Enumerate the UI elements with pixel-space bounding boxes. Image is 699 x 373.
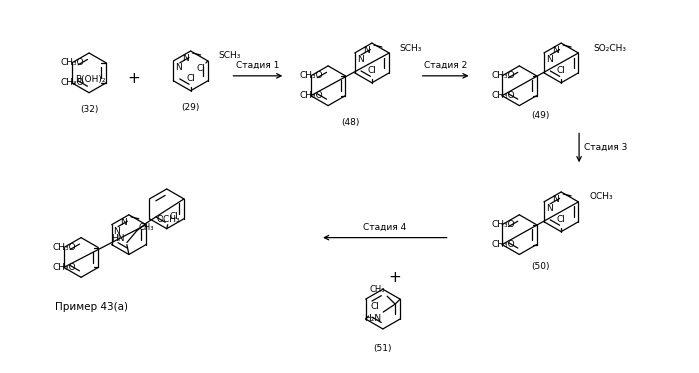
Text: Стадия 2: Стадия 2 [424,61,467,70]
Text: Пример 43(а): Пример 43(а) [55,302,127,312]
Text: CH₃O: CH₃O [491,91,514,100]
Text: B(OH)₂: B(OH)₂ [75,75,106,84]
Text: Cl: Cl [170,212,178,221]
Text: N: N [546,55,553,64]
Text: N: N [182,54,189,63]
Text: (49): (49) [531,110,549,120]
Text: +: + [389,270,401,285]
Text: CH₃O: CH₃O [53,243,76,252]
Text: CH₃: CH₃ [139,223,154,232]
Text: Cl: Cl [556,66,565,75]
Text: OCH₃: OCH₃ [157,215,180,224]
Text: Cl: Cl [556,215,565,224]
Text: Cl: Cl [196,64,205,73]
Text: CH₃O: CH₃O [61,59,85,68]
Text: SCH₃: SCH₃ [400,44,422,53]
Text: CH₃: CH₃ [370,285,385,294]
Text: CH₃O: CH₃O [61,78,85,87]
Text: N: N [114,227,120,236]
Text: +: + [127,71,140,86]
Text: CH₃O: CH₃O [491,71,514,80]
Text: N: N [175,63,182,72]
Text: Стадия 4: Стадия 4 [363,223,407,232]
Text: (48): (48) [341,117,359,126]
Text: Cl: Cl [186,74,195,83]
Text: CH₃O: CH₃O [491,220,514,229]
Text: (51): (51) [374,344,392,353]
Text: N: N [356,55,363,64]
Text: CH₃O: CH₃O [300,91,324,100]
Text: N: N [363,46,370,55]
Text: CH₃O: CH₃O [491,240,514,249]
Text: Стадия 3: Стадия 3 [584,143,628,152]
Text: Стадия 1: Стадия 1 [236,61,280,70]
Text: SCH₃: SCH₃ [219,51,241,60]
Text: (50): (50) [531,263,549,272]
Text: N: N [552,195,559,204]
Text: CH₃O: CH₃O [53,263,76,272]
Text: OCH₃: OCH₃ [589,192,612,201]
Text: Cl: Cl [368,66,376,75]
Text: SO₂CH₃: SO₂CH₃ [593,44,626,53]
Text: (32): (32) [80,104,99,114]
Text: CH₃O: CH₃O [300,71,324,80]
Text: H₂N: H₂N [364,314,381,323]
Text: HN: HN [111,233,125,242]
Text: N: N [552,46,559,55]
Text: N: N [120,218,127,227]
Text: N: N [546,204,553,213]
Text: (29): (29) [182,103,200,112]
Text: Cl: Cl [370,302,380,311]
